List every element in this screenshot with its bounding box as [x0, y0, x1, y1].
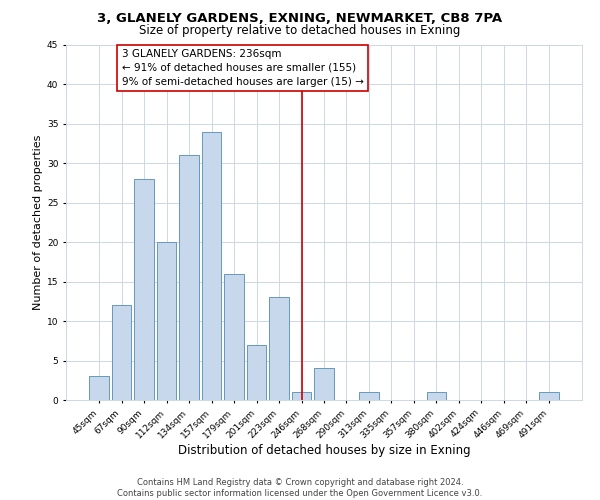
Bar [292, 392, 311, 400]
Bar [134, 179, 154, 400]
Bar [247, 345, 266, 400]
Bar [179, 156, 199, 400]
Bar [157, 242, 176, 400]
Bar [314, 368, 334, 400]
Bar [112, 306, 131, 400]
Text: Contains HM Land Registry data © Crown copyright and database right 2024.
Contai: Contains HM Land Registry data © Crown c… [118, 478, 482, 498]
Text: 3, GLANELY GARDENS, EXNING, NEWMARKET, CB8 7PA: 3, GLANELY GARDENS, EXNING, NEWMARKET, C… [97, 12, 503, 26]
Bar [359, 392, 379, 400]
Text: 3 GLANELY GARDENS: 236sqm
← 91% of detached houses are smaller (155)
9% of semi-: 3 GLANELY GARDENS: 236sqm ← 91% of detac… [122, 49, 364, 87]
Bar [89, 376, 109, 400]
Y-axis label: Number of detached properties: Number of detached properties [32, 135, 43, 310]
Bar [224, 274, 244, 400]
Bar [269, 298, 289, 400]
X-axis label: Distribution of detached houses by size in Exning: Distribution of detached houses by size … [178, 444, 470, 457]
Bar [202, 132, 221, 400]
Text: Size of property relative to detached houses in Exning: Size of property relative to detached ho… [139, 24, 461, 37]
Bar [539, 392, 559, 400]
Bar [427, 392, 446, 400]
